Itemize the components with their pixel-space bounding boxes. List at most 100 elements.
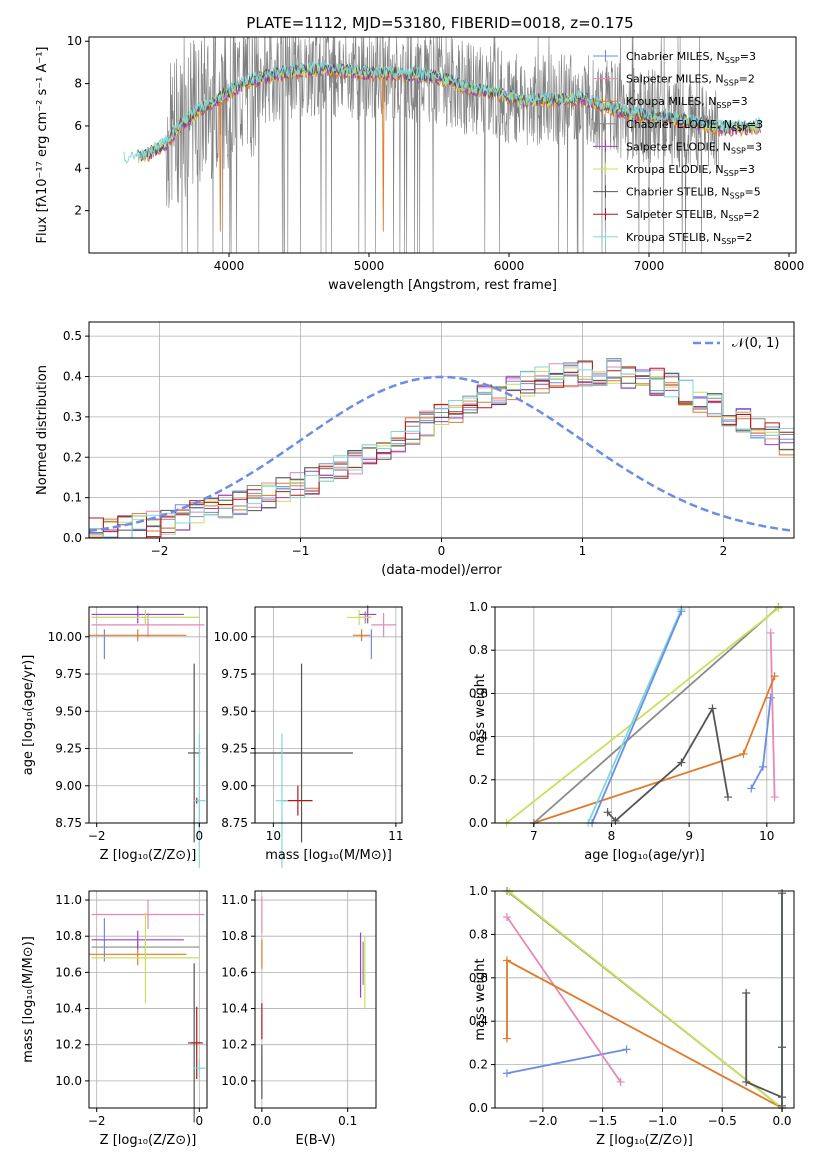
x-tick-label: 10 [759,829,774,843]
legend-entry: Kroupa MILES, NSSP=3 [626,95,748,110]
x-axis-label: mass [log₁₀(M/M⊙)] [265,848,392,863]
y-tick-label: 10.6 [221,965,248,979]
data-point-marker [747,784,756,793]
legend-subscript: SSP [716,101,731,110]
x-tick-label: 0 [195,829,203,843]
legend-suffix: =3 [746,140,762,153]
x-tick-label: −2 [151,544,169,558]
y-tick-label: 10.8 [55,929,82,943]
x-tick-label: −2 [88,1114,106,1128]
legend-suffix: =2 [736,231,752,244]
legend-subscript: SSP [728,214,743,223]
y-tick-label: 0.8 [469,927,488,941]
data-point-marker [766,693,775,702]
y-tick-label: 0.2 [63,450,82,464]
observed-spectrum [165,36,719,254]
y-tick-label: 8 [74,77,82,91]
legend-suffix: =2 [743,208,759,221]
series-line [587,608,683,824]
x-axis-label: wavelength [Angstrom, rest frame] [328,278,557,293]
y-tick-label: 10.0 [55,1074,82,1088]
x-axis-label: E(B-V) [295,1133,335,1148]
series-line [769,632,776,798]
data-point-marker [505,888,514,897]
y-tick-label: 11.0 [221,893,248,907]
y-tick-label: 9.25 [55,742,82,756]
series-line [506,958,783,1109]
y-tick-label: 0.5 [63,329,82,343]
legend-entry: Salpeter STELIB, NSSP=2 [626,208,760,223]
y-tick-label: 0.4 [469,730,488,744]
y-tick-label: 9.00 [55,779,82,793]
y-tick-label: 9.75 [221,667,248,681]
y-tick-label: 8.75 [221,816,248,830]
x-tick-label: 7000 [634,259,665,273]
x-tick-label: 5000 [354,259,385,273]
x-tick-label: 8000 [774,259,805,273]
x-tick-label: 6000 [494,259,525,273]
y-tick-label: 9.75 [55,667,82,681]
data-point-marker [766,628,775,637]
y-tick-label: 0.6 [469,971,488,985]
x-tick-label: 7 [530,829,538,843]
plot-frame [494,606,795,824]
legend-subscript: SSP [730,192,745,201]
series-line [591,610,683,824]
series-line [506,1048,627,1075]
y-tick-label: 0.2 [469,773,488,787]
plot-frame [494,890,795,1109]
x-tick-label: 1 [579,544,587,558]
legend-label: Chabrier ELODIE, N [626,118,732,131]
legend-subscript: SSP [725,56,740,65]
legend-entry: 𝒩(0, 1) [732,336,779,351]
series-line [508,891,783,1109]
legend-label: Salpeter MILES, N [626,73,724,86]
normal-curve [88,375,795,533]
y-axis-label: mass [log₁₀(M/M⊙)] [21,936,36,1063]
legend-label: Salpeter STELIB, N [626,208,728,221]
plot-frame [88,606,208,824]
x-tick-label: 0.0 [252,1114,271,1128]
data-point-marker [774,604,783,613]
x-tick-label: −2 [88,829,106,843]
y-tick-label: 1.0 [469,600,488,614]
x-axis-label: (data-model)/error [381,563,502,578]
legend-entry: Salpeter ELODIE, NSSP=3 [626,140,762,155]
data-point-marker [502,956,511,965]
histogram-series [89,359,794,539]
data-point-marker [708,704,717,713]
y-tick-label: 6 [74,119,82,133]
x-tick-label: 0 [438,544,446,558]
y-tick-label: 0.4 [63,370,82,384]
data-point-marker [742,988,751,997]
y-axis-label: mass weight [473,674,488,756]
legend-label: Kroupa ELODIE, N [626,163,724,176]
histogram-series [89,361,794,538]
y-tick-label: 10.8 [221,929,248,943]
data-point-marker [677,607,686,616]
legend-entry: Kroupa ELODIE, NSSP=3 [626,163,755,178]
x-axis-label: Z [log₁₀(Z/Z⊙)] [100,1133,197,1148]
legend-label: Kroupa MILES, N [626,95,716,108]
plot-frame [254,606,403,824]
y-tick-label: 10.6 [55,965,82,979]
x-axis-label: age [log₁₀(age/yr)] [584,848,705,863]
data-point-marker [770,793,779,802]
x-tick-label: 8 [608,829,616,843]
legend-suffix: =3 [731,95,747,108]
plot-frame [88,36,797,254]
y-tick-label: 9.50 [221,704,248,718]
y-tick-label: 10.00 [214,630,248,644]
legend-entry: Kroupa STELIB, NSSP=2 [626,231,752,246]
legend-entry: Chabrier ELODIE, NSSP=3 [626,118,763,133]
y-tick-label: 10.4 [55,1002,82,1016]
legend-label: Kroupa STELIB, N [626,231,721,244]
data-point-marker [502,913,511,922]
histogram-series [89,360,794,539]
y-axis-label: age [log₁₀(age/yr)] [21,655,36,776]
legend-entry: Chabrier STELIB, NSSP=5 [626,186,761,201]
x-tick-label: 0.1 [338,1114,357,1128]
x-tick-label: 11 [388,829,403,843]
y-tick-label: 0.1 [63,491,82,505]
